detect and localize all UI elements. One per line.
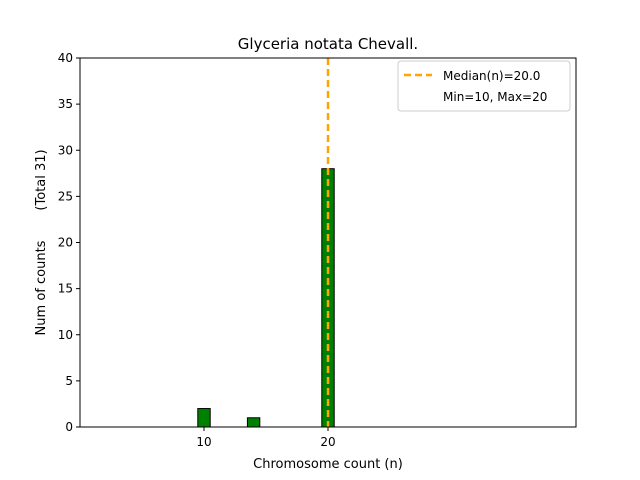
legend-median-label: Median(n)=20.0 [443,69,540,83]
y-tick-label: 20 [58,236,73,250]
legend: Median(n)=20.0 Min=10, Max=20 [397,60,571,112]
y-tick-label: 0 [65,420,73,434]
x-tick-label: 20 [320,435,335,449]
y-tick-label: 5 [65,374,73,388]
x-tick-label: 10 [196,435,211,449]
bar-n-10 [197,408,211,428]
y-tick-label: 30 [58,143,73,157]
y-tick-label: 10 [58,328,73,342]
y-tick-label: 35 [58,97,73,111]
legend-range-label: Min=10, Max=20 [443,90,547,104]
plot-area: 0 5 10 15 20 25 30 35 40 10 20 [58,51,577,449]
x-axis-label: Chromosome count (n) [253,457,403,472]
y-tick-label: 40 [58,51,73,65]
legend-box [397,60,571,112]
y-axis-label: Num of counts [34,240,49,335]
y-tick-label: 25 [58,189,73,203]
y-axis-total-label: (Total 31) [34,149,49,210]
chart-title: Glyceria notata Chevall. [238,35,418,53]
y-tick-label: 15 [58,282,73,296]
bar-n-14 [246,417,261,428]
